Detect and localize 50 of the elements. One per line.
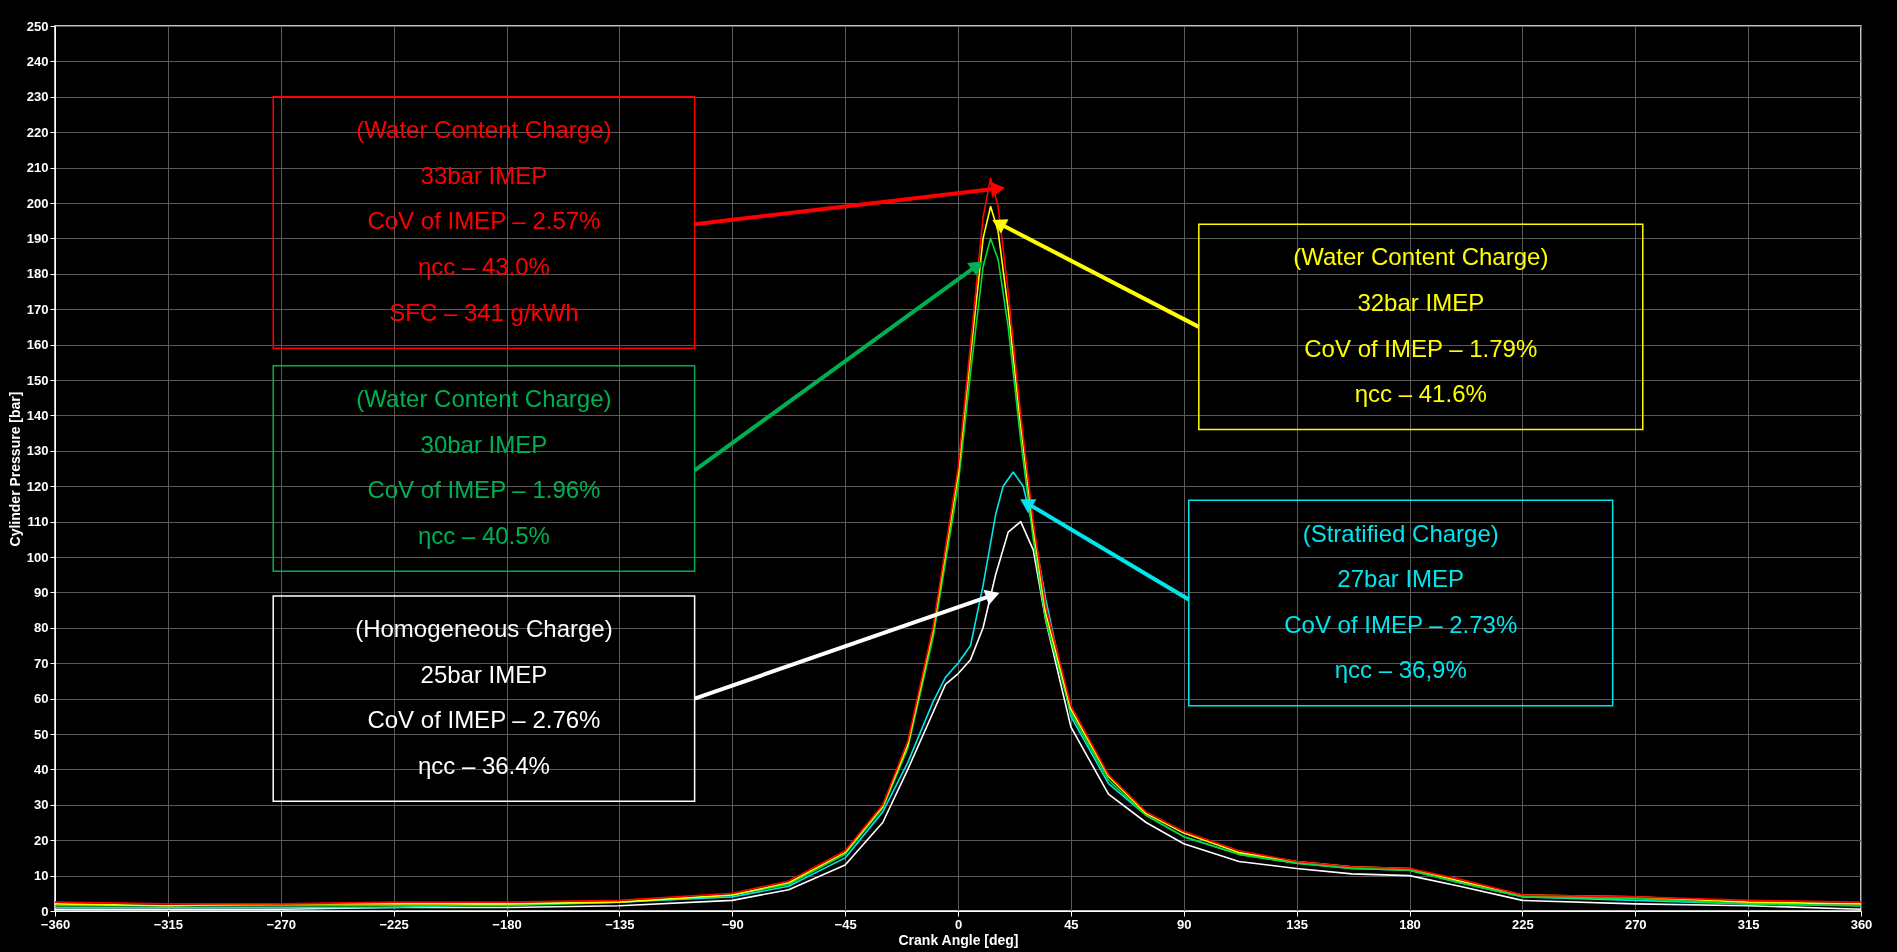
y-tick-label: 200 — [26, 195, 49, 211]
y-tick-label: 10 — [34, 868, 49, 884]
x-tick-label: 0 — [954, 916, 963, 932]
y-tick-label: 130 — [26, 443, 49, 459]
x-tick-label: −225 — [379, 916, 409, 932]
y-tick-label: 90 — [34, 584, 49, 600]
y-tick-label: 190 — [26, 230, 49, 246]
x-tick-label: −315 — [153, 916, 184, 932]
annotation: (Homogeneous Charge) 25bar IMEP CoV of IMEP – 2.76% ηcc – 36.4% — [355, 615, 613, 780]
y-tick-label: 80 — [34, 620, 49, 636]
x-tick-label: −45 — [834, 916, 857, 932]
x-tick-label: −270 — [266, 916, 296, 932]
y-tick-label: 40 — [34, 761, 49, 777]
y-tick-label: 30 — [34, 797, 49, 813]
x-tick-label: 180 — [1399, 916, 1421, 932]
y-tick-label: 210 — [26, 160, 49, 176]
y-axis-title: Cylinder Pressure [bar] — [6, 391, 23, 547]
x-axis-title: Crank Angle [deg] — [898, 931, 1019, 948]
y-tick-label: 170 — [26, 301, 49, 317]
x-tick-label: 225 — [1512, 916, 1534, 932]
y-tick-label: 0 — [41, 903, 49, 919]
x-tick-label: −135 — [605, 916, 635, 932]
x-tick-label: 90 — [1177, 916, 1192, 932]
x-tick-label: −360 — [40, 916, 71, 932]
x-tick-label: 315 — [1737, 916, 1760, 932]
annotation: (Stratified Charge) 27bar IMEP CoV of IMEP – 2.73% ηcc – 36,9% — [1284, 519, 1518, 684]
y-tick-label: 230 — [26, 89, 49, 105]
annotation: (Water Content Charge) 33bar IMEP CoV of IMEP – 2.57% ηcc – 43.0% SFC – 341 g/kWh — [356, 116, 612, 326]
y-tick-label: 240 — [26, 53, 49, 69]
y-tick-label: 160 — [26, 337, 49, 353]
x-tick-label: −180 — [492, 916, 522, 932]
y-tick-label: 180 — [26, 266, 49, 282]
y-tick-label: 100 — [26, 549, 49, 565]
x-tick-label: −90 — [721, 916, 744, 932]
y-tick-label: 250 — [26, 18, 49, 34]
y-tick-label: 140 — [26, 407, 49, 423]
y-tick-label: 50 — [34, 726, 49, 742]
annotation: (Water Content Charge) 32bar IMEP CoV of IMEP – 1.79% ηcc – 41.6% — [1293, 243, 1549, 408]
y-tick-label: 70 — [34, 655, 49, 671]
x-tick-label: 360 — [1850, 916, 1873, 932]
y-tick-label: 20 — [34, 832, 49, 848]
annotation: (Water Content Charge) 30bar IMEP CoV of IMEP – 1.96% ηcc – 40.5% — [356, 385, 612, 549]
x-tick-label: 135 — [1286, 916, 1308, 932]
x-tick-label: 45 — [1064, 916, 1079, 932]
y-tick-label: 60 — [34, 691, 49, 707]
y-tick-label: 220 — [26, 124, 49, 140]
y-tick-label: 120 — [26, 478, 49, 494]
y-tick-label: 110 — [27, 514, 49, 530]
y-tick-label: 150 — [26, 372, 49, 388]
x-tick-label: 270 — [1624, 916, 1647, 932]
